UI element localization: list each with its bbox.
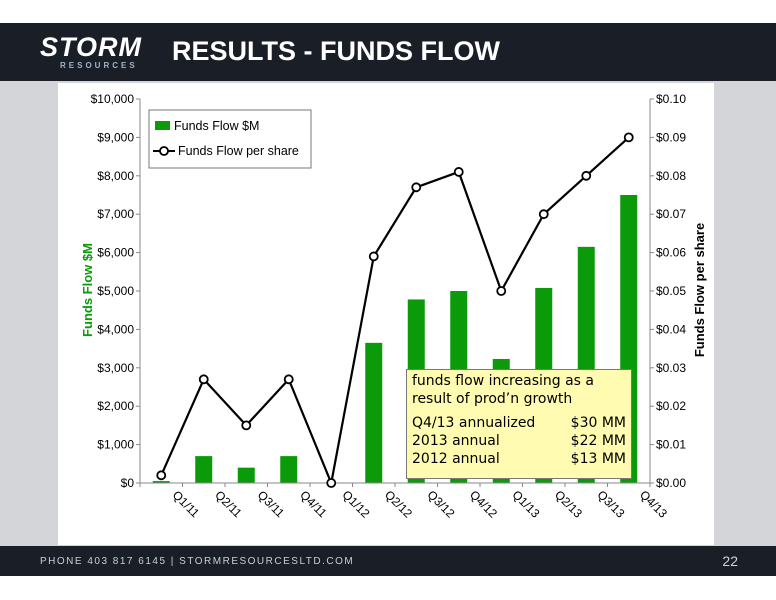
x-tick-label: Q4/11: [297, 488, 330, 521]
storm-logo: STORM RESOURCES: [22, 23, 150, 81]
annotation-row-value: $13 MM: [570, 451, 626, 467]
legend-line-label: Funds Flow per share: [178, 144, 299, 158]
y-tick-label: $6,000: [97, 246, 134, 260]
annotation-row-label: 2013 annual: [412, 433, 500, 449]
y-tick-label: $7,000: [97, 207, 134, 221]
legend-bar-swatch: [155, 121, 170, 130]
annotation-row: 2012 annual $13 MM: [412, 450, 626, 468]
line-point: [368, 251, 379, 262]
y2-tick-label: $0.05: [656, 284, 686, 298]
line-point: [538, 209, 549, 220]
page-number: 22: [722, 553, 738, 569]
annotation-row-label: 2012 annual: [412, 451, 500, 467]
annotation-row-label: Q4/13 annualized: [412, 415, 536, 431]
annotation-row-value: $30 MM: [570, 415, 626, 431]
x-tick-label: Q3/13: [594, 488, 627, 521]
y2-tick-label: $0.02: [656, 399, 686, 413]
legend-box: [148, 109, 312, 169]
line-point: [156, 470, 167, 481]
y2-tick-label: $0.09: [656, 130, 686, 144]
annotation-row: 2013 annual $22 MM: [412, 432, 626, 450]
series-line-funds-flow-per-share: [160, 136, 630, 487]
x-tick-label: Q2/11: [212, 488, 245, 521]
y2-tick-label: $0.00: [656, 476, 686, 490]
line-point: [496, 286, 507, 296]
line-point: [326, 478, 337, 488]
y2-tick-label: $0.03: [656, 361, 686, 375]
bar: [365, 342, 383, 483]
y-tick-label: $3,000: [97, 361, 134, 375]
annotation-row-value: $22 MM: [570, 433, 626, 449]
x-tick-label: Q4/12: [467, 488, 500, 521]
logo-subtext: RESOURCES: [60, 61, 138, 70]
y2-tick-label: $0.04: [656, 322, 686, 336]
bar: [280, 456, 298, 483]
x-tick-label: Q1/11: [170, 488, 203, 521]
y-axis-label: Funds Flow $M: [80, 243, 95, 337]
x-tick-label: Q1/13: [509, 488, 542, 521]
header-bar: STORM RESOURCES RESULTS - FUNDS FLOW: [0, 23, 776, 81]
y-tick-label: $10,000: [91, 92, 135, 106]
y2-tick-label: $0.07: [656, 207, 686, 221]
line-group: [156, 132, 634, 488]
bar: [152, 481, 170, 483]
line-point: [411, 182, 422, 193]
footer-contact: PHONE 403 817 6145 | STORMRESOURCESLTD.C…: [40, 556, 355, 567]
logo-wordmark: STORM: [40, 32, 143, 62]
annotation-callout: funds flow increasing as a result of pro…: [406, 369, 632, 479]
x-tick-label: Q4/13: [637, 488, 670, 521]
annotation-row: Q4/13 annualized $30 MM: [412, 414, 626, 432]
y-tick-label: $0: [121, 476, 135, 490]
x-tick-label: Q1/12: [339, 488, 372, 521]
legend: Funds Flow $M Funds Flow per share: [148, 109, 312, 169]
legend-line-marker: [159, 146, 169, 156]
footer-bar: PHONE 403 817 6145 | STORMRESOURCESLTD.C…: [0, 546, 776, 576]
y2-axis-label: Funds Flow per share: [692, 223, 707, 357]
y2-tick-label: $0.10: [656, 92, 686, 106]
y2-tick-label: $0.08: [656, 169, 686, 183]
legend-bar-label: Funds Flow $M: [174, 119, 259, 133]
annotation-headline: funds flow increasing as a result of pro…: [412, 373, 594, 407]
line-point: [241, 420, 252, 431]
axes-group: [136, 98, 654, 487]
x-tick-label: Q3/11: [255, 488, 288, 521]
line-point: [623, 132, 634, 143]
line-point: [283, 374, 294, 385]
bar: [195, 456, 213, 483]
y2-tick-label: $0.01: [656, 438, 686, 452]
y2-tick-label: $0.06: [656, 246, 686, 260]
line-point: [581, 170, 592, 181]
y-tick-label: $2,000: [97, 399, 134, 413]
y-tick-label: $1,000: [97, 438, 134, 452]
line-point: [198, 374, 209, 385]
x-tick-label: Q2/12: [382, 488, 415, 521]
bar: [237, 467, 255, 483]
y-tick-label: $4,000: [97, 322, 134, 336]
slide-title: RESULTS - FUNDS FLOW: [172, 36, 500, 66]
y-tick-label: $9,000: [97, 130, 134, 144]
x-tick-label: Q2/13: [552, 488, 585, 521]
y-tick-label: $8,000: [97, 169, 134, 183]
x-tick-label: Q3/12: [424, 488, 457, 521]
line-point: [453, 167, 464, 177]
y-tick-label: $5,000: [97, 284, 134, 298]
